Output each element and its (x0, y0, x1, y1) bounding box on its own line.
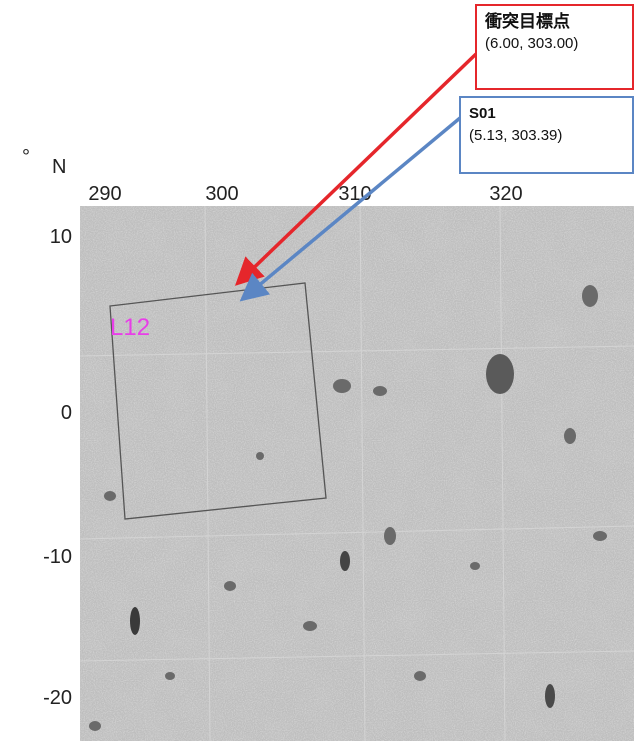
y-tick-0: 0 (60, 402, 72, 424)
latitude-unit-label: N (52, 156, 67, 178)
target-callout-coords: (6.00, 303.00) (485, 35, 579, 52)
target-callout: 衝突目標点 (6.00, 303.00) (475, 4, 634, 90)
x-tick-290: 290 (88, 183, 122, 205)
y-tick-minus-20: -20 (43, 687, 72, 709)
boulders (89, 285, 607, 731)
y-tick-10: 10 (49, 226, 72, 248)
x-tick-320: 320 (489, 183, 523, 205)
s01-callout-title: S01 (469, 105, 496, 122)
l12-region-label: L12 (110, 314, 151, 341)
asteroid-surface-image (80, 206, 634, 741)
s01-callout-coords: (5.13, 303.39) (469, 127, 563, 144)
degree-symbol: ° (22, 146, 30, 168)
target-callout-title: 衝突目標点 (485, 12, 570, 31)
surface-grain (80, 206, 634, 741)
x-tick-300: 300 (205, 183, 239, 205)
target-arrow (234, 52, 478, 286)
s01-arrow (239, 116, 462, 302)
y-tick-minus-10: -10 (43, 546, 72, 568)
s01-callout: S01 (5.13, 303.39) (459, 96, 634, 174)
